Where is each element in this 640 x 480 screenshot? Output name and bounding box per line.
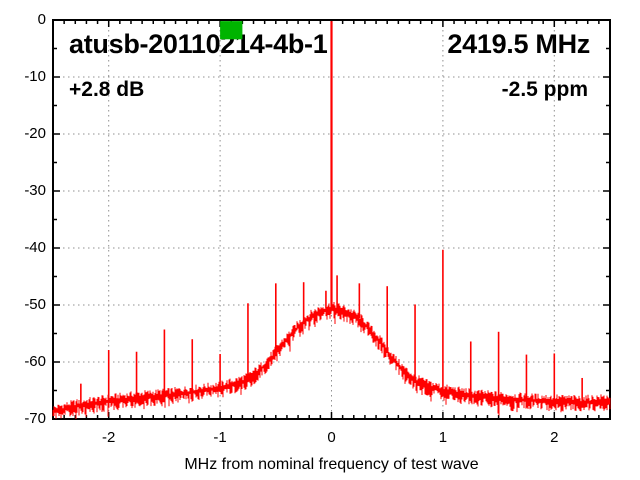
y-tick-label: -40 — [24, 239, 46, 256]
channel-marker — [220, 21, 243, 40]
y-tick-label: -10 — [24, 68, 46, 85]
y-tick-label: 0 — [37, 11, 46, 28]
x-axis-label: MHz from nominal frequency of test wave — [184, 456, 479, 473]
x-tick-label: 2 — [550, 429, 559, 446]
x-tick-label: -2 — [102, 429, 116, 446]
ppm-offset-label: -2.5 ppm — [501, 78, 588, 101]
y-tick-label: -70 — [24, 410, 46, 427]
gain-offset-label: +2.8 dB — [69, 78, 145, 101]
plot-title: atusb-20110214-4b-1 — [69, 29, 328, 59]
center-frequency-label: 2419.5 MHz — [447, 29, 590, 59]
y-tick-label: -30 — [24, 182, 46, 199]
y-tick-label: -60 — [24, 353, 46, 370]
spectrum-noise-trace — [52, 302, 611, 419]
x-tick-label: -1 — [213, 429, 227, 446]
y-tick-label: -20 — [24, 125, 46, 142]
x-tick-label: 1 — [438, 429, 448, 446]
y-tick-label: -50 — [24, 296, 46, 313]
x-tick-label: 0 — [327, 429, 336, 446]
